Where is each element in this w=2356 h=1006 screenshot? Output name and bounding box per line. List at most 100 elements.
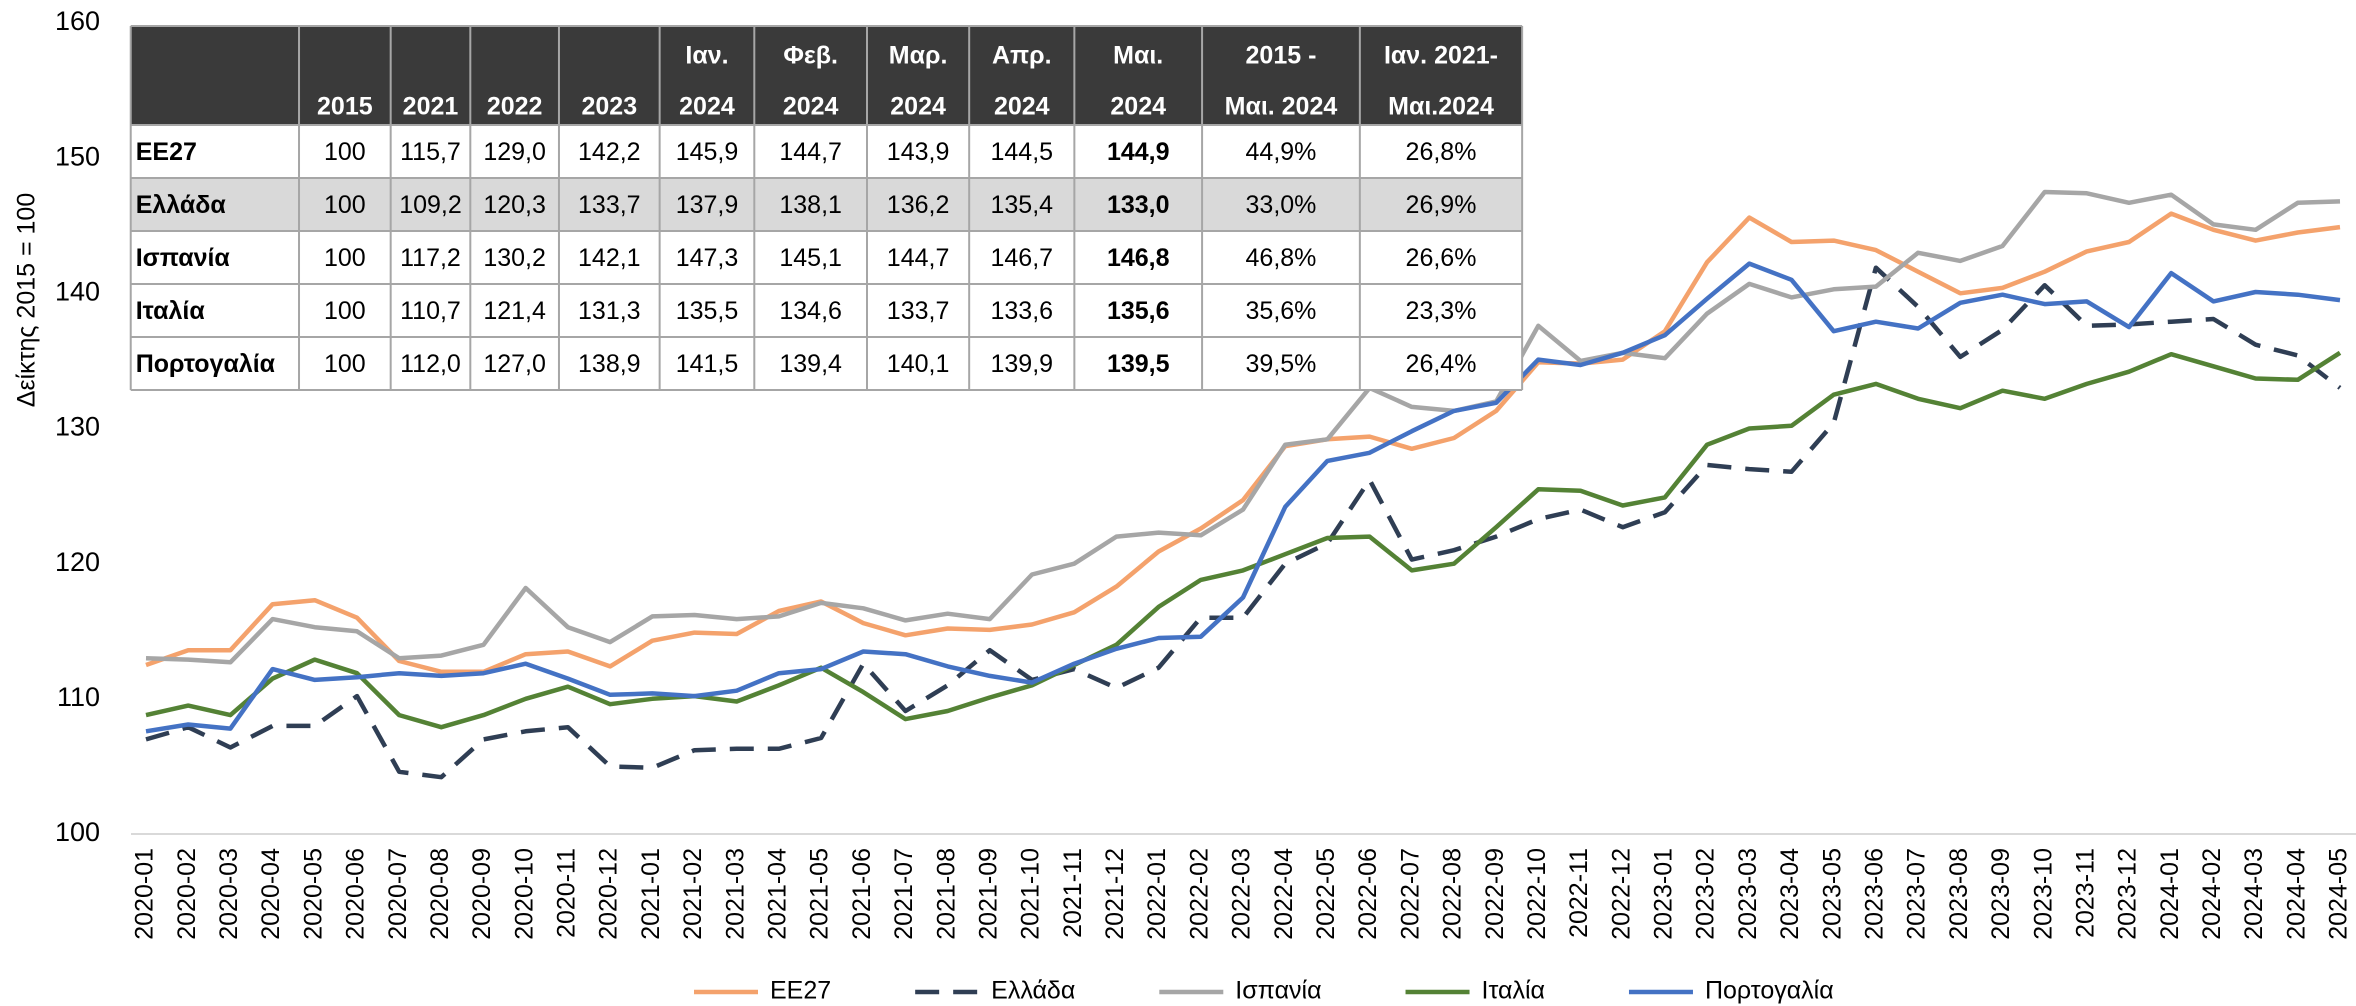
x-tick-label: 2021-01 xyxy=(637,848,665,940)
x-tick-label: 2022-07 xyxy=(1396,848,1424,940)
x-tick-label: 2021-07 xyxy=(890,848,918,940)
table-cell: 133,6 xyxy=(990,297,1053,325)
x-tick-label: 2021-11 xyxy=(1059,848,1087,938)
table-cell: 135,6 xyxy=(1107,297,1170,325)
x-tick-label: 2023-09 xyxy=(1987,848,2015,940)
table-cell: 144,7 xyxy=(779,138,842,166)
series-line xyxy=(145,189,2341,665)
table-row-label: Πορτογαλία xyxy=(136,350,276,378)
x-tick-label: 2022-11 xyxy=(1565,848,1593,938)
table-cell: 127,0 xyxy=(483,350,546,378)
table-cell: 133,0 xyxy=(1107,191,1170,219)
x-tick-label: 2022-03 xyxy=(1228,848,1256,940)
x-tick-label: 2022-06 xyxy=(1354,848,1382,940)
table-cell: 131,3 xyxy=(578,297,641,325)
x-tick-label: 2022-10 xyxy=(1523,848,1551,940)
x-tick-label: 2020-04 xyxy=(257,848,285,940)
x-tick-label: 2022-08 xyxy=(1439,848,1467,940)
table-cell: 115,7 xyxy=(400,138,461,166)
table-cell: 142,2 xyxy=(578,138,641,166)
table-header-cell: 2022 xyxy=(487,93,543,121)
x-tick-label: 2021-08 xyxy=(932,848,960,940)
table-header-cell: 2024 xyxy=(890,93,946,121)
table-cell: 138,1 xyxy=(779,191,842,219)
table-cell: 130,2 xyxy=(483,244,546,272)
table-row-label: Ιταλία xyxy=(136,297,206,325)
table-cell: 133,7 xyxy=(887,297,950,325)
table-cell: 121,4 xyxy=(483,297,546,325)
legend-label: Ιταλία xyxy=(1482,977,1545,1005)
table-cell: 117,2 xyxy=(400,244,461,272)
x-tick-label: 2023-12 xyxy=(2114,848,2142,940)
x-tick-label: 2021-09 xyxy=(974,848,1002,940)
table-header-cell: 2024 xyxy=(679,93,735,121)
table-cell: 109,2 xyxy=(399,191,462,219)
y-tick-label: 100 xyxy=(55,817,100,847)
table-cell: 147,3 xyxy=(676,244,739,272)
table-cell: 139,9 xyxy=(990,350,1053,378)
x-tick-label: 2020-08 xyxy=(426,848,454,940)
table-cell: 100 xyxy=(324,297,366,325)
table-header-cell: Ιαν. 2021- xyxy=(1384,42,1498,70)
x-tick-label: 2024-03 xyxy=(2240,848,2268,940)
table-cell: 139,4 xyxy=(779,350,842,378)
table-header-cell: 2021 xyxy=(403,93,459,121)
table-cell: 145,1 xyxy=(779,244,842,272)
x-tick-label: 2023-11 xyxy=(2071,848,2099,938)
x-tick-label: 2020-11 xyxy=(553,848,581,938)
x-tick-label: 2021-06 xyxy=(848,848,876,940)
table-header-cell: Ιαν. xyxy=(685,42,728,70)
x-tick-label: 2022-04 xyxy=(1270,848,1298,940)
table-cell: 39,5% xyxy=(1246,350,1317,378)
x-tick-label: 2020-10 xyxy=(510,848,538,940)
x-tick-label: 2020-01 xyxy=(131,848,159,940)
table-cell: 146,8 xyxy=(1107,244,1170,272)
table-header-cell: Μαι.2024 xyxy=(1388,93,1494,121)
table-cell: 26,9% xyxy=(1406,191,1477,219)
table-cell: 46,8% xyxy=(1246,244,1317,272)
table-cell: 44,9% xyxy=(1246,138,1317,166)
x-tick-label: 2023-05 xyxy=(1818,848,1846,940)
table-cell: 144,7 xyxy=(887,244,950,272)
y-tick-label: 110 xyxy=(57,682,100,712)
x-tick-label: 2023-07 xyxy=(1903,848,1931,940)
x-tick-label: 2023-04 xyxy=(1776,848,1804,940)
legend-label: Πορτογαλία xyxy=(1705,977,1834,1005)
table-cell: 137,9 xyxy=(676,191,739,219)
y-tick-label: 120 xyxy=(55,547,100,577)
table-cell: 136,2 xyxy=(887,191,950,219)
x-tick-label: 2024-05 xyxy=(2325,848,2353,940)
table-cell: 144,5 xyxy=(990,138,1053,166)
x-tick-label: 2021-03 xyxy=(721,848,749,940)
table-cell: 120,3 xyxy=(483,191,546,219)
table-row-label: Ελλάδα xyxy=(136,191,227,219)
table-cell: 129,0 xyxy=(483,138,546,166)
table-cell: 110,7 xyxy=(400,297,461,325)
x-tick-label: 2023-01 xyxy=(1650,848,1678,940)
table-header-cell: 2024 xyxy=(994,93,1050,121)
table-cell: 26,4% xyxy=(1406,350,1477,378)
x-tick-label: 2022-01 xyxy=(1143,848,1171,940)
series-line xyxy=(145,211,2341,675)
legend-label: Ελλάδα xyxy=(991,977,1075,1005)
y-tick-label: 150 xyxy=(55,141,100,171)
x-tick-label: 2024-01 xyxy=(2156,848,2184,940)
data-table: 2015 2021 2022 2023 Ιαν. 2024 Φεβ. 2024 Μαρ. 2024… xyxy=(129,25,1524,391)
x-tick-label: 2022-09 xyxy=(1481,848,1509,940)
x-tick-label: 2021-04 xyxy=(763,848,791,940)
table-cell: 100 xyxy=(324,191,366,219)
x-tick-label: 2022-12 xyxy=(1607,848,1635,940)
x-tick-label: 2023-08 xyxy=(1945,848,1973,940)
y-tick-label: 160 xyxy=(55,6,100,36)
table-cell: 134,6 xyxy=(779,297,842,325)
table-cell: 135,4 xyxy=(990,191,1053,219)
y-tick-label: 140 xyxy=(55,276,100,306)
legend-label: Ισπανία xyxy=(1235,977,1321,1005)
table-cell: 145,9 xyxy=(676,138,739,166)
x-tick-label: 2021-02 xyxy=(679,848,707,940)
x-tick-label: 2022-02 xyxy=(1185,848,1213,940)
table-cell: 139,5 xyxy=(1107,350,1170,378)
x-tick-label: 2023-10 xyxy=(2029,848,2057,940)
table-cell: 135,5 xyxy=(676,297,739,325)
table-cell: 33,0% xyxy=(1246,191,1317,219)
